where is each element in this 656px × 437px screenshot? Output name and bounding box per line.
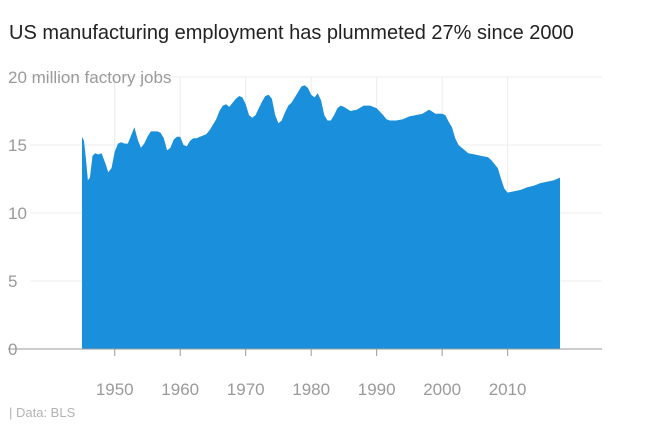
y-tick-label: 5 <box>8 272 17 291</box>
y-tick-label: 20 million factory jobs <box>8 68 171 87</box>
y-tick-label: 10 <box>8 204 27 223</box>
x-tick-label: 1990 <box>358 380 396 399</box>
x-tick-label: 1980 <box>292 380 330 399</box>
chart-title: US manufacturing employment has plummete… <box>9 22 574 44</box>
y-tick-label: 15 <box>8 136 27 155</box>
y-tick-label: 0 <box>8 340 17 359</box>
area-series-0 <box>82 85 560 349</box>
x-tick-label: 2010 <box>489 380 527 399</box>
y-axis-ticks: 0 5 10 15 20 million factory jobs <box>8 68 171 359</box>
x-tick-label: 2000 <box>423 380 461 399</box>
x-tick-label: 1950 <box>96 380 134 399</box>
x-axis-ticks: 1950 1960 1970 1980 1990 2000 2010 <box>96 349 527 399</box>
x-tick-label: 1960 <box>161 380 199 399</box>
x-tick-label: 1970 <box>227 380 265 399</box>
source-note: | Data: BLS <box>9 405 76 420</box>
area-series <box>82 85 560 349</box>
